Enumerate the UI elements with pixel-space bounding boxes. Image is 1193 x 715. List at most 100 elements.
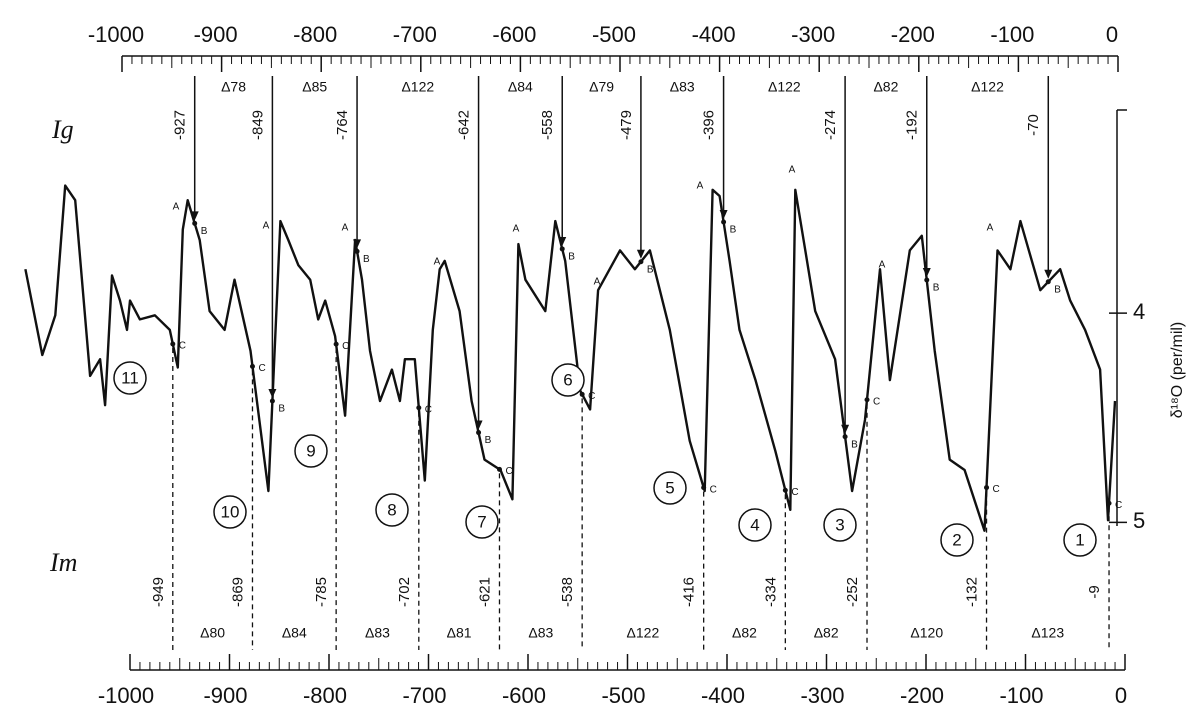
cycle-number: 11 (121, 368, 139, 387)
termination-point (354, 248, 360, 254)
onset-interval: Δ82 (814, 625, 839, 641)
onset-label: -538 (559, 577, 576, 607)
termination-label: -274 (822, 110, 839, 140)
point-label-b: B (647, 264, 654, 275)
cycle-number: 2 (952, 530, 961, 549)
cycle-number: 1 (1075, 530, 1084, 549)
termination-point (638, 259, 644, 265)
termination-interval: Δ122 (971, 79, 1004, 95)
bottom-tick-label: 0 (1115, 683, 1127, 708)
cycle-circle (653, 471, 687, 505)
point-label-c: C (993, 484, 1000, 495)
onset-label: -785 (313, 577, 330, 607)
point-label-a: A (879, 260, 886, 271)
cycle-number: 7 (477, 512, 486, 531)
bottom-tick-label: -600 (502, 683, 546, 708)
termination-point (1045, 279, 1051, 285)
top-tick-label: -100 (990, 22, 1034, 47)
termination-arrow (922, 268, 931, 278)
point-label-a: A (789, 165, 796, 176)
cycle-circle (375, 493, 409, 527)
bottom-tick-label: -1000 (98, 683, 154, 708)
cycle-number: 6 (563, 370, 572, 389)
onset-point (782, 487, 788, 493)
top-tick-label: -500 (592, 22, 636, 47)
onset-label: -949 (150, 577, 167, 607)
onset-point (496, 466, 502, 472)
point-label-c: C (342, 341, 349, 352)
onset-interval: Δ80 (200, 625, 225, 641)
point-label-a: A (173, 202, 180, 213)
onset-interval: Δ81 (447, 625, 472, 641)
top-tick-label: -900 (194, 22, 238, 47)
point-label-b: B (730, 225, 737, 236)
onset-point (984, 485, 990, 491)
bottom-tick-label: -100 (999, 683, 1043, 708)
termination-label: -927 (172, 110, 189, 140)
point-label-b: B (851, 439, 858, 450)
termination-point (924, 277, 930, 283)
point-label-c: C (588, 391, 595, 402)
cycle-number: 3 (835, 515, 844, 534)
upper-label: Ig (51, 115, 74, 144)
top-tick-label: 0 (1106, 22, 1118, 47)
onset-label: -621 (476, 577, 493, 607)
termination-label: -764 (334, 110, 351, 140)
termination-label: -70 (1025, 114, 1042, 136)
termination-label: -558 (539, 110, 556, 140)
termination-interval: Δ82 (873, 79, 898, 95)
termination-arrow (719, 209, 728, 219)
termination-point (842, 434, 848, 440)
cycle-circle (113, 361, 147, 395)
point-label-c: C (425, 404, 432, 415)
point-label-c: C (791, 487, 798, 498)
onset-interval: Δ84 (282, 625, 307, 641)
onset-label: -702 (396, 577, 413, 607)
cycle-number: 8 (387, 500, 396, 519)
top-tick-label: -400 (692, 22, 736, 47)
termination-arrow (268, 389, 277, 399)
point-label-c: C (179, 341, 186, 352)
point-label-c: C (258, 363, 265, 374)
onset-interval: Δ82 (732, 625, 757, 641)
onset-label: -252 (844, 577, 861, 607)
termination-interval: Δ79 (589, 79, 614, 95)
termination-interval: Δ85 (302, 79, 327, 95)
point-label-c: C (710, 484, 717, 495)
top-tick-label: -200 (891, 22, 935, 47)
top-tick-label: -700 (393, 22, 437, 47)
cycle-number: 4 (750, 515, 759, 534)
top-tick-label: -600 (492, 22, 536, 47)
onset-label: -132 (963, 577, 980, 607)
termination-point (192, 220, 198, 226)
onset-interval: Δ123 (1031, 625, 1064, 641)
onset-label: -9 (1086, 585, 1103, 598)
bottom-tick-label: -800 (303, 683, 347, 708)
bottom-tick-label: -700 (402, 683, 446, 708)
onset-interval: Δ83 (528, 625, 553, 641)
point-label-a: A (987, 223, 994, 234)
termination-arrow (636, 249, 645, 259)
curve (24, 184, 1117, 532)
termination-point (269, 398, 275, 404)
onset-point (416, 405, 422, 411)
termination-interval: Δ78 (221, 79, 246, 95)
onset-interval: Δ122 (627, 625, 660, 641)
point-label-b: B (933, 283, 940, 294)
top-tick-label: -800 (293, 22, 337, 47)
y-tick-label: 5 (1133, 508, 1145, 533)
termination-label: -849 (249, 110, 266, 140)
termination-label: -479 (618, 110, 635, 140)
onset-point (333, 341, 339, 347)
termination-interval: Δ84 (508, 79, 533, 95)
cycle-circle (738, 508, 772, 542)
cycle-circle (551, 363, 585, 397)
bottom-tick-label: -500 (601, 683, 645, 708)
bottom-tick-label: -900 (203, 683, 247, 708)
point-label-b: B (485, 435, 492, 446)
onset-interval: Δ120 (910, 625, 943, 641)
bottom-tick-label: -300 (800, 683, 844, 708)
termination-label: -396 (701, 110, 718, 140)
termination-arrow (841, 424, 850, 434)
